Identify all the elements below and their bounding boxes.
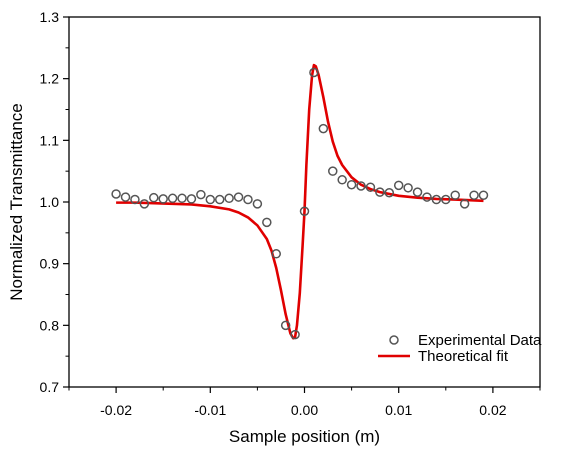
y-tick-label: 0.8 [40, 317, 60, 333]
experimental-data-point [130, 194, 140, 205]
x-tick-label: 0.00 [291, 402, 318, 418]
x-axis-title: Sample position (m) [229, 427, 380, 446]
y-tick-label: 0.7 [40, 379, 60, 395]
experimental-data-point [120, 192, 131, 202]
experimental-data-point [328, 166, 338, 176]
experimental-data-point [299, 206, 310, 216]
experimental-data-point [441, 194, 451, 205]
experimental-data-point [224, 193, 234, 204]
legend-label-fit: Theoretical fit [418, 348, 509, 365]
experimental-data-point [149, 192, 159, 203]
experimental-data-point [111, 189, 121, 199]
experimental-data-point [459, 199, 470, 209]
experimental-data-point [139, 199, 150, 209]
experimental-data-point [422, 192, 432, 202]
experimental-data-point [469, 190, 479, 200]
legend-marker-experimental [389, 335, 399, 345]
y-axis-title: Normalized Transmittance [7, 103, 26, 300]
y-tick-label: 1.1 [40, 132, 60, 148]
experimental-data-point [290, 329, 300, 340]
experimental-data-point [271, 249, 281, 259]
experimental-data-point [384, 188, 395, 198]
experimental-data-point [252, 199, 263, 209]
legend-label-experimental: Experimental Data [418, 332, 542, 349]
experimental-data-point [450, 190, 460, 200]
y-tick-label: 0.9 [40, 256, 60, 272]
x-tick-label: -0.01 [194, 402, 226, 418]
x-tick-label: 0.02 [479, 402, 506, 418]
experimental-data-point [337, 175, 347, 185]
experimental-data-point [403, 183, 413, 193]
y-tick-label: 1.3 [40, 9, 60, 25]
x-tick-label: 0.01 [385, 402, 412, 418]
experimental-data-point [412, 187, 423, 197]
experimental-data-point [158, 194, 168, 204]
experimental-data-point [318, 123, 329, 134]
experimental-data-point [356, 181, 366, 191]
experimental-data-point [205, 194, 216, 205]
experimental-data-point [214, 194, 225, 205]
experimental-data-point [243, 194, 253, 205]
experimental-data-point [431, 194, 442, 205]
experimental-data-point [346, 179, 357, 190]
series-layer [111, 63, 489, 340]
x-tick-label: -0.02 [100, 402, 132, 418]
experimental-data-point [365, 182, 376, 192]
experimental-data-point [233, 192, 244, 202]
theoretical-fit-line [116, 63, 484, 340]
experimental-data-point [393, 180, 404, 191]
experimental-data-point [309, 67, 319, 78]
experimental-data-point [280, 320, 291, 331]
experimental-data-point [177, 193, 187, 204]
ticks: -0.02 -0.01 0.00 0.01 0.02 0.7 0.8 0.9 1.0 1.1 1.2… [40, 9, 541, 418]
y-tick-label: 1.0 [40, 194, 60, 210]
experimental-data-point [196, 189, 206, 200]
experimental-data-point [262, 217, 272, 228]
experimental-data-point [478, 190, 489, 200]
experimental-data-point [375, 187, 385, 197]
experimental-data-point [167, 193, 178, 204]
experimental-data-point [186, 194, 197, 204]
y-tick-label: 1.2 [40, 71, 60, 87]
